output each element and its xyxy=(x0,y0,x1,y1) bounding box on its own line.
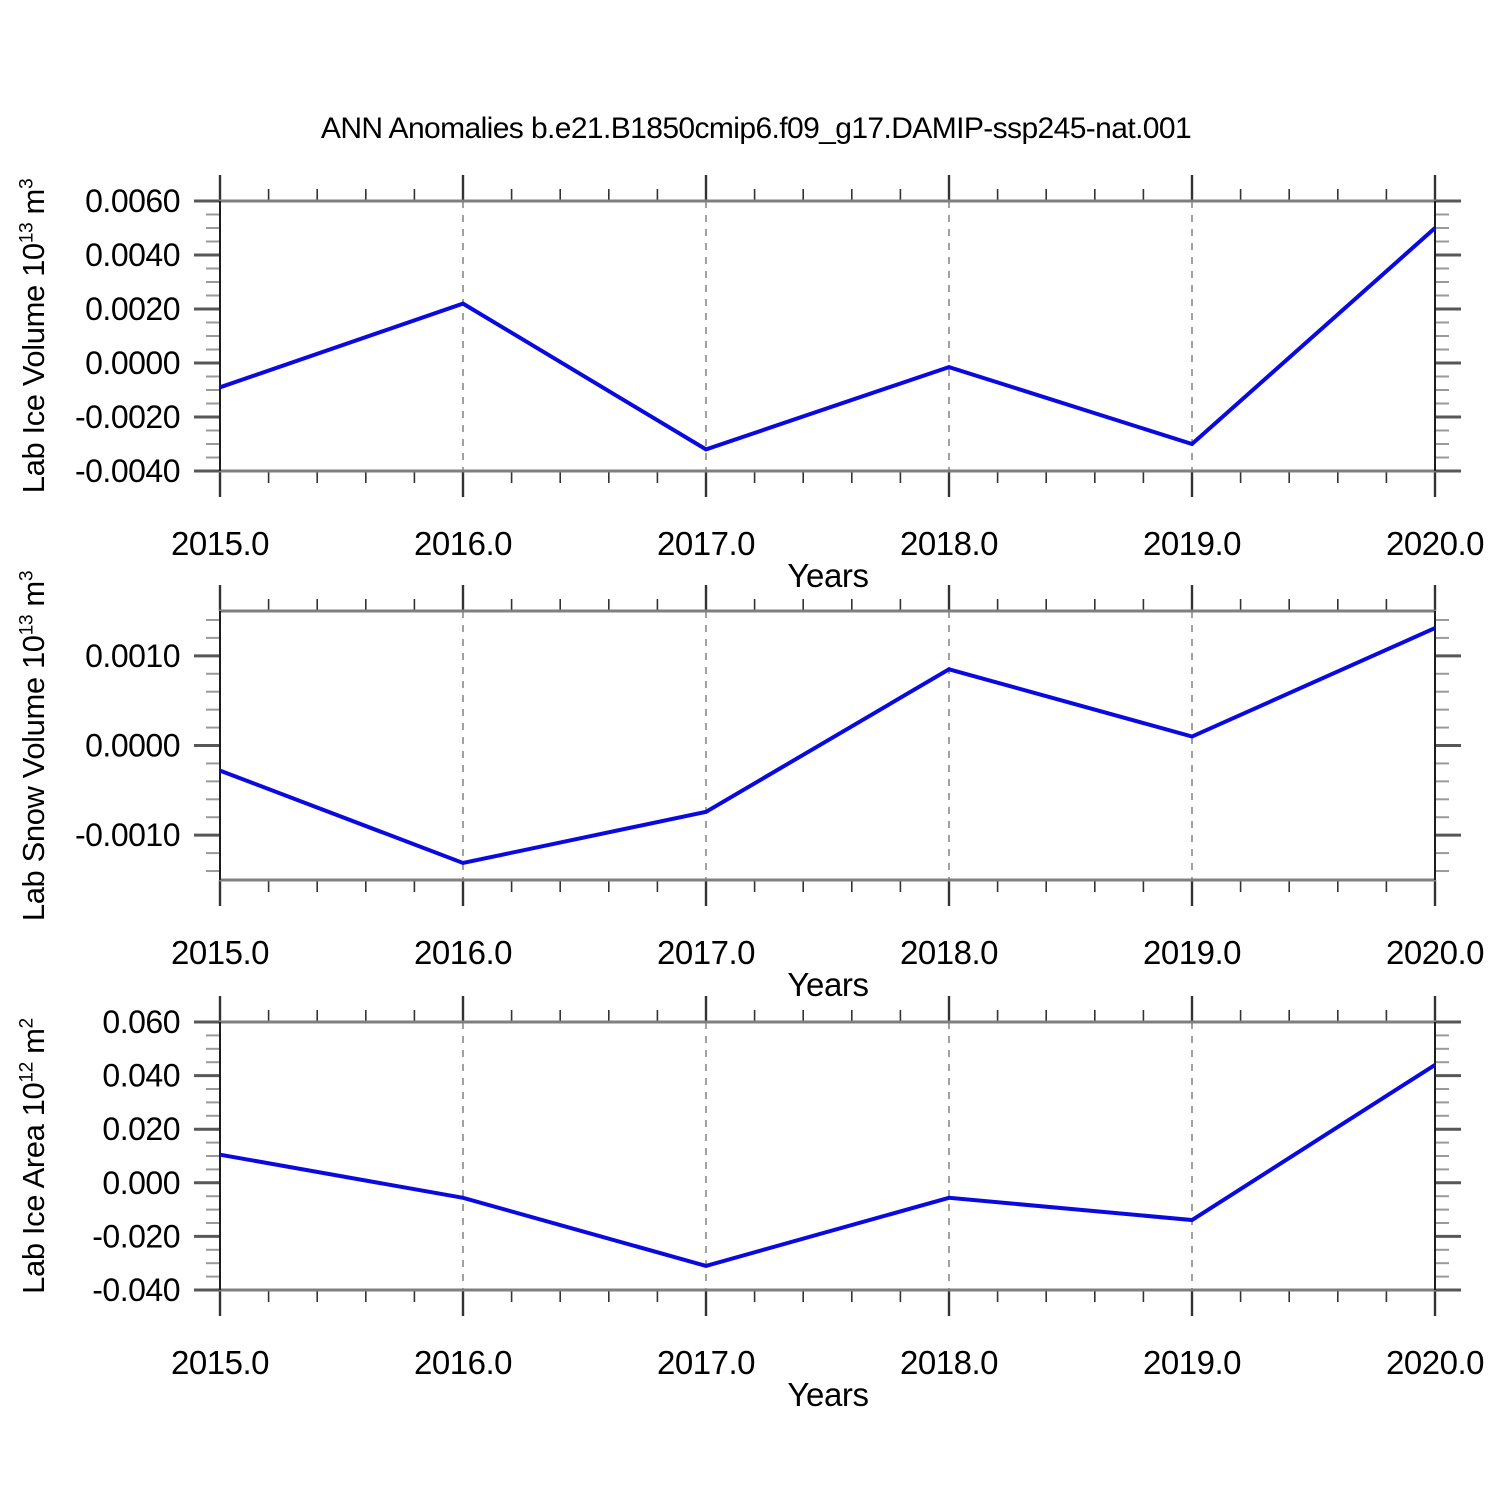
y-tick-labels: 0.060 0.040 0.020 0.000 -0.020 -0.040 xyxy=(92,1004,180,1308)
y-tick-label: 0.0000 xyxy=(85,728,180,764)
x-tick-label: 2015.0 xyxy=(171,934,269,971)
y-tick-label: 0.060 xyxy=(102,1004,180,1040)
panel-1-data-line xyxy=(219,226,1437,452)
y-tick-label: -0.0040 xyxy=(75,453,180,489)
x-tick-labels: 2015.0 2016.0 2017.0 2018.0 2019.0 2020.0 xyxy=(171,525,1485,562)
x-tick-label: 2018.0 xyxy=(900,934,998,971)
x-minor-ticks xyxy=(267,599,1388,892)
y-minor-ticks xyxy=(206,1034,1449,1278)
panel-1-gridlines xyxy=(219,201,1436,471)
x-tick-label: 2017.0 xyxy=(657,934,755,971)
y-tick-label: 0.0020 xyxy=(85,291,180,327)
plot-box xyxy=(219,1020,1436,1292)
x-minor-ticks xyxy=(267,189,1388,483)
x-tick-label: 2019.0 xyxy=(1143,934,1241,971)
chart-title: ANN Anomalies b.e21.B1850cmip6.f09_g17.D… xyxy=(320,112,1192,145)
x-tick-label: 2017.0 xyxy=(657,1344,755,1381)
panel-2-data-line xyxy=(219,626,1436,866)
x-tick-labels: 2015.0 2016.0 2017.0 2018.0 2019.0 2020.0 xyxy=(171,934,1485,971)
y-tick-label: -0.020 xyxy=(92,1218,180,1254)
y-major-ticks xyxy=(194,199,1461,473)
y-tick-label: 0.000 xyxy=(102,1165,180,1201)
y-major-ticks xyxy=(194,1020,1461,1292)
x-major-ticks xyxy=(218,175,1437,497)
panel-3-gridlines xyxy=(219,1022,1436,1290)
y-tick-label: 0.040 xyxy=(102,1058,180,1094)
panel-1-x-axis-title: Years xyxy=(787,557,869,594)
y-tick-label: 0.0010 xyxy=(85,638,180,674)
x-tick-label: 2016.0 xyxy=(414,934,512,971)
panel-1: 0.0060 0.0040 0.0020 0.0000 -0.0020 -0.0040 20… xyxy=(75,175,1485,562)
x-tick-label: 2019.0 xyxy=(1143,1344,1241,1381)
y-minor-ticks xyxy=(206,213,1449,459)
plot-box xyxy=(219,199,1436,473)
x-tick-label: 2020.0 xyxy=(1386,1344,1484,1381)
x-tick-label: 2016.0 xyxy=(414,525,512,562)
x-tick-label: 2020.0 xyxy=(1386,525,1484,562)
x-tick-label: 2018.0 xyxy=(900,1344,998,1381)
x-tick-labels: 2015.0 2016.0 2017.0 2018.0 2019.0 2020.0 xyxy=(171,1344,1485,1381)
y-tick-label: -0.0010 xyxy=(75,817,180,853)
x-tick-label: 2018.0 xyxy=(900,525,998,562)
x-tick-label: 2016.0 xyxy=(414,1344,512,1381)
y-tick-label: 0.0040 xyxy=(85,237,180,273)
y-tick-labels: 0.0060 0.0040 0.0020 0.0000 -0.0020 -0.0040 xyxy=(75,183,181,489)
panel-2-x-axis-title: Years xyxy=(787,966,869,1003)
y-major-ticks xyxy=(194,654,1461,837)
plot-box xyxy=(219,609,1436,882)
x-tick-label: 2017.0 xyxy=(657,525,755,562)
panel-3-x-axis-title: Years xyxy=(787,1376,869,1413)
y-tick-label: -0.0020 xyxy=(75,399,180,435)
y-tick-label: 0.020 xyxy=(102,1111,180,1147)
y-tick-label: -0.040 xyxy=(92,1272,180,1308)
x-tick-label: 2015.0 xyxy=(171,525,269,562)
y-minor-ticks xyxy=(206,618,1449,873)
x-tick-label: 2015.0 xyxy=(171,1344,269,1381)
x-major-ticks xyxy=(218,585,1437,906)
y-tick-label: 0.0000 xyxy=(85,345,180,381)
x-major-ticks xyxy=(218,996,1437,1316)
panel-3-data-line xyxy=(219,1063,1437,1268)
x-tick-label: 2020.0 xyxy=(1386,934,1484,971)
x-tick-label: 2019.0 xyxy=(1143,525,1241,562)
y-tick-labels: 0.0010 0.0000 -0.0010 xyxy=(75,638,181,853)
y-tick-label: 0.0060 xyxy=(85,183,180,219)
x-minor-ticks xyxy=(267,1010,1388,1302)
